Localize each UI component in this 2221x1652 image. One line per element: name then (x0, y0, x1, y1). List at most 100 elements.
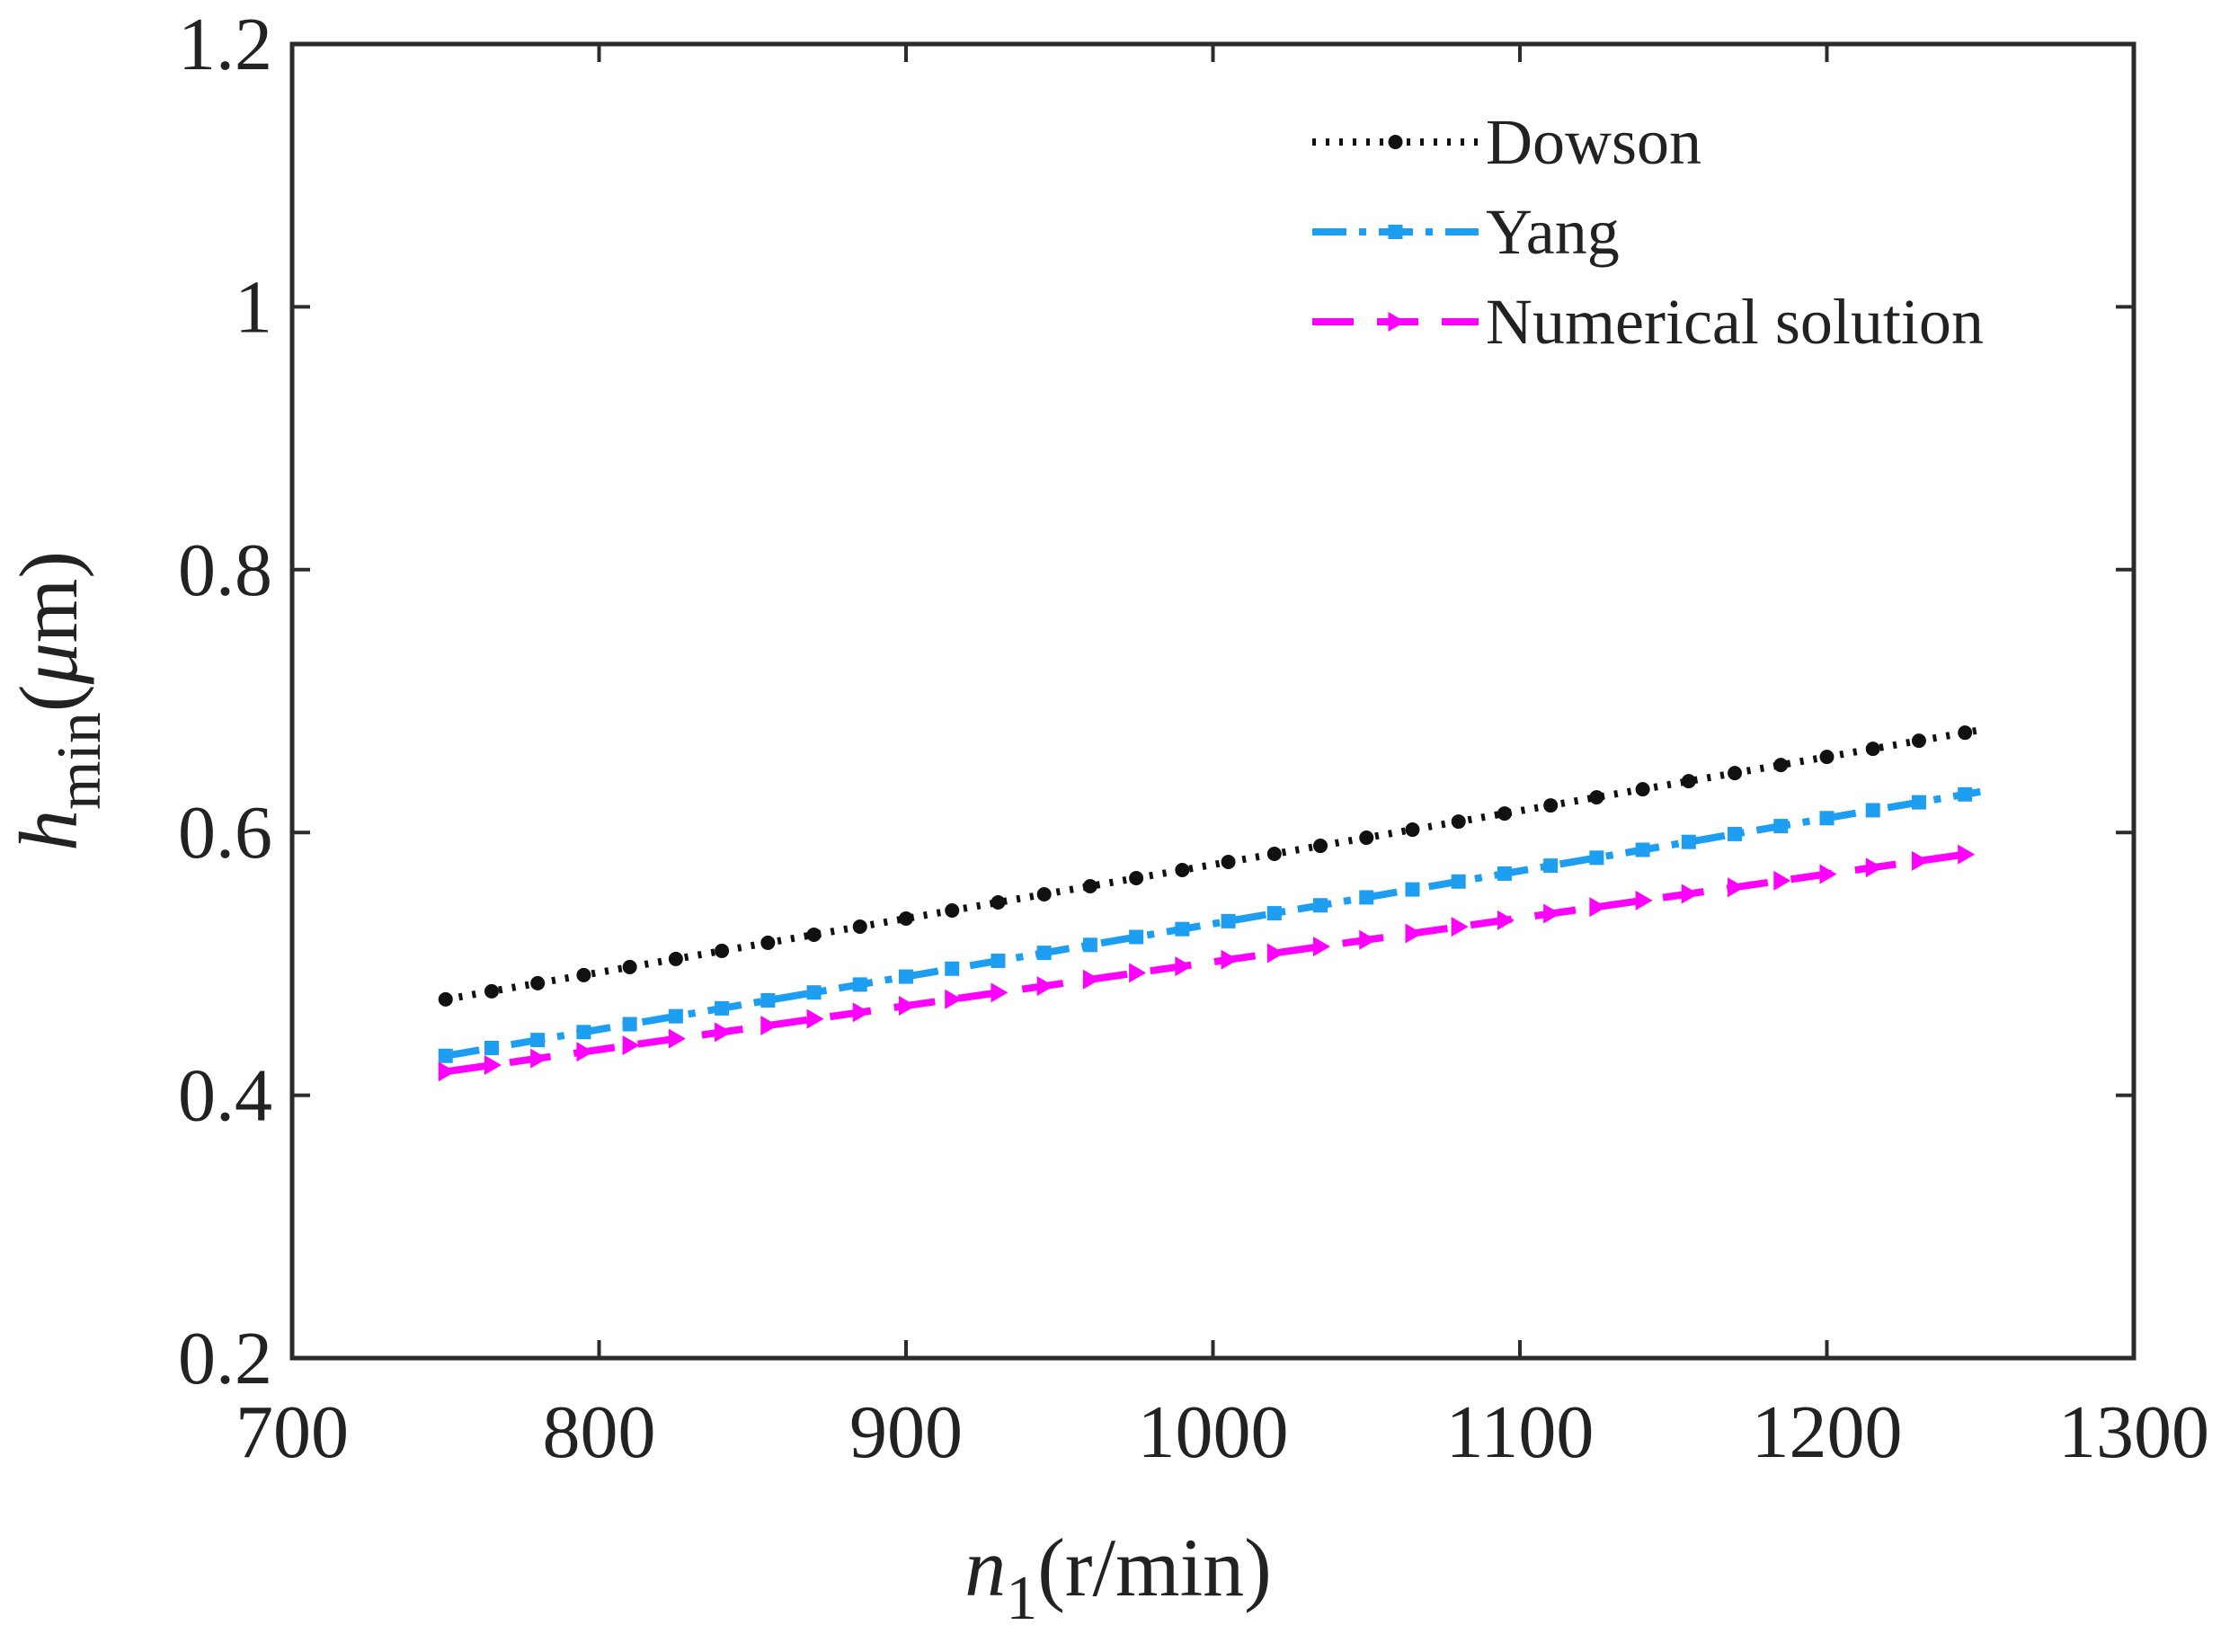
data-point (622, 1035, 640, 1055)
data-point (1589, 790, 1604, 805)
data-point (1175, 863, 1190, 878)
data-point (1036, 946, 1052, 961)
data-point (1313, 839, 1328, 854)
legend-item: Dowson (1312, 106, 1701, 178)
data-point (1911, 795, 1926, 810)
data-point (1497, 910, 1515, 930)
x-axis-title: n1(r/min) (964, 1522, 1272, 1633)
legend-marker (1388, 135, 1403, 149)
data-point (1865, 857, 1883, 878)
data-point (484, 983, 499, 999)
legend-marker (1388, 312, 1406, 332)
data-point (438, 1048, 453, 1063)
data-point (484, 1054, 502, 1075)
data-point (668, 1008, 683, 1024)
legend-label: Yang (1486, 196, 1620, 268)
data-point (760, 993, 776, 1008)
data-point (1405, 882, 1420, 897)
x-tick-label: 700 (235, 1390, 349, 1474)
data-point (945, 961, 960, 976)
y-axis-title: hmin(μm) (3, 551, 114, 851)
data-point (852, 1002, 870, 1023)
x-tick-label: 800 (543, 1390, 656, 1474)
data-point (1865, 742, 1880, 757)
data-point (1221, 855, 1236, 870)
data-point (1082, 878, 1097, 893)
data-point (438, 1061, 456, 1082)
y-tick-label: 0.4 (178, 1054, 272, 1138)
data-point (1313, 937, 1331, 957)
data-point (1819, 750, 1835, 765)
data-point (1958, 725, 1973, 741)
data-point (1175, 956, 1193, 977)
data-point (530, 1033, 546, 1048)
data-point (530, 1048, 548, 1069)
data-point (1221, 913, 1236, 928)
x-tick-label: 1300 (2058, 1390, 2209, 1474)
data-point (1129, 929, 1144, 945)
data-point (991, 982, 1008, 1003)
legend-item: Yang (1312, 196, 1620, 268)
data-point (1728, 766, 1743, 781)
data-point (576, 1042, 594, 1062)
data-point (806, 985, 822, 1000)
data-point (945, 989, 963, 1009)
data-point (1313, 898, 1328, 913)
data-point (622, 1017, 637, 1032)
series-dowson (438, 725, 1981, 1007)
data-point (1589, 897, 1607, 918)
data-point (1175, 921, 1190, 937)
x-tick-label: 1100 (1446, 1390, 1595, 1474)
data-point (1036, 886, 1052, 901)
y-axis-title-rest: m) (3, 551, 94, 643)
data-point (1543, 798, 1559, 813)
data-point (1681, 834, 1696, 849)
y-tick-label: 0.8 (178, 528, 272, 612)
x-axis-title-unit: (r/min) (1037, 1522, 1272, 1613)
data-point (1405, 822, 1420, 838)
y-tick-label: 0.6 (178, 791, 272, 875)
data-point (438, 991, 453, 1007)
data-point (715, 1000, 730, 1016)
data-point (1635, 782, 1650, 797)
data-point (1129, 871, 1144, 886)
data-point (1497, 806, 1512, 822)
data-point (1036, 976, 1054, 997)
data-point (1405, 923, 1423, 944)
data-point (1911, 733, 1926, 749)
y-axis-title-mu: μ (3, 643, 94, 685)
data-point (668, 1028, 686, 1049)
data-point (1543, 903, 1561, 924)
data-point (1082, 969, 1100, 990)
data-point (1681, 884, 1699, 904)
data-point (760, 935, 776, 950)
y-axis-title-var: h (3, 810, 94, 851)
x-tick-labels: 700 800 900 1000 1100 1200 1300 (235, 1390, 2209, 1474)
data-point (991, 894, 1006, 910)
data-point (899, 996, 916, 1017)
data-point (1266, 943, 1284, 964)
data-point (1451, 917, 1469, 937)
x-tick-label: 1200 (1752, 1390, 1903, 1474)
y-tick-label: 1.2 (178, 3, 272, 86)
data-point (1635, 890, 1653, 910)
data-point (1221, 949, 1239, 970)
data-point (1266, 847, 1282, 862)
data-point (1589, 850, 1604, 866)
plot-frame (289, 41, 2137, 1361)
data-point (576, 967, 591, 982)
data-point (1728, 826, 1743, 841)
data-point (852, 977, 867, 992)
data-point (1773, 819, 1789, 834)
data-point (1543, 858, 1559, 874)
x-axis-title-var: n (964, 1522, 1006, 1613)
data-point (899, 910, 913, 926)
data-point (852, 919, 867, 934)
data-point (1819, 864, 1837, 884)
series-line (445, 787, 1981, 1060)
legend-label: Dowson (1486, 106, 1701, 178)
data-point (715, 1022, 733, 1043)
legend: Dowson Yang Numerical solution (1312, 106, 1984, 358)
y-axis-title-sub: min (45, 712, 114, 810)
data-point (1911, 850, 1929, 871)
